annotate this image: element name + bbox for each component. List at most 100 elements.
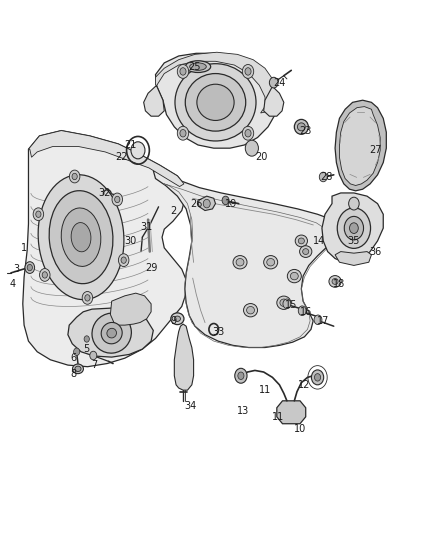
Circle shape <box>180 68 186 75</box>
Ellipse shape <box>175 63 256 141</box>
Ellipse shape <box>297 123 305 131</box>
Text: 24: 24 <box>273 78 286 87</box>
Ellipse shape <box>332 278 338 285</box>
Ellipse shape <box>49 191 113 284</box>
Text: 3: 3 <box>14 264 20 274</box>
Polygon shape <box>153 171 339 348</box>
Text: 31: 31 <box>141 222 153 231</box>
Text: 35: 35 <box>348 236 360 246</box>
Ellipse shape <box>171 313 184 325</box>
Text: 20: 20 <box>256 152 268 162</box>
Text: 10: 10 <box>294 424 306 434</box>
Circle shape <box>245 130 251 137</box>
Ellipse shape <box>277 296 291 309</box>
Circle shape <box>344 216 364 240</box>
Circle shape <box>314 315 322 325</box>
Circle shape <box>72 173 77 180</box>
Circle shape <box>245 68 251 75</box>
Polygon shape <box>155 52 275 113</box>
Polygon shape <box>144 86 164 116</box>
Text: 26: 26 <box>190 199 202 208</box>
Ellipse shape <box>295 235 307 247</box>
Text: 7: 7 <box>91 360 97 370</box>
Polygon shape <box>339 107 380 185</box>
Circle shape <box>177 64 189 78</box>
Circle shape <box>39 269 50 281</box>
Text: 2: 2 <box>170 206 176 215</box>
Polygon shape <box>198 196 215 211</box>
Text: 9: 9 <box>170 316 176 326</box>
Ellipse shape <box>38 175 124 300</box>
Circle shape <box>180 130 186 137</box>
Text: 27: 27 <box>370 146 382 155</box>
Text: 8: 8 <box>71 369 77 379</box>
Circle shape <box>222 196 229 205</box>
Ellipse shape <box>290 272 298 280</box>
Text: 14: 14 <box>313 236 325 246</box>
Circle shape <box>177 126 189 140</box>
Circle shape <box>283 299 291 309</box>
Circle shape <box>118 254 129 266</box>
Ellipse shape <box>287 269 301 282</box>
Circle shape <box>84 336 89 342</box>
Text: 30: 30 <box>124 236 137 246</box>
Circle shape <box>74 348 80 356</box>
Ellipse shape <box>61 208 101 266</box>
Text: 17: 17 <box>317 316 329 326</box>
Ellipse shape <box>185 74 246 131</box>
Ellipse shape <box>267 259 275 266</box>
Text: 29: 29 <box>145 263 157 272</box>
Ellipse shape <box>294 119 308 134</box>
Text: 33: 33 <box>212 327 224 336</box>
Ellipse shape <box>236 259 244 266</box>
Ellipse shape <box>300 246 312 257</box>
Text: 18: 18 <box>333 279 346 288</box>
Polygon shape <box>68 308 153 357</box>
Circle shape <box>350 223 358 233</box>
Circle shape <box>112 193 123 206</box>
Text: 22: 22 <box>116 152 128 162</box>
Circle shape <box>337 208 371 248</box>
Circle shape <box>115 196 120 203</box>
Polygon shape <box>335 252 371 265</box>
Circle shape <box>121 257 126 263</box>
Text: 11: 11 <box>259 385 271 395</box>
Ellipse shape <box>131 142 145 159</box>
Circle shape <box>311 370 324 385</box>
Ellipse shape <box>185 61 211 72</box>
Ellipse shape <box>197 84 234 120</box>
Circle shape <box>245 140 258 156</box>
Circle shape <box>36 211 41 217</box>
Text: 34: 34 <box>184 401 197 411</box>
Circle shape <box>33 208 44 221</box>
Ellipse shape <box>92 313 131 353</box>
Ellipse shape <box>107 328 117 338</box>
Ellipse shape <box>303 248 309 254</box>
Circle shape <box>349 197 359 210</box>
Text: 19: 19 <box>225 199 237 208</box>
Ellipse shape <box>233 255 247 269</box>
Polygon shape <box>277 401 306 424</box>
Text: 5: 5 <box>84 344 90 354</box>
Ellipse shape <box>329 276 341 287</box>
Text: 21: 21 <box>124 140 137 150</box>
Text: 28: 28 <box>320 172 332 182</box>
Ellipse shape <box>264 255 278 269</box>
Text: 32: 32 <box>98 188 110 198</box>
Circle shape <box>298 306 306 316</box>
Ellipse shape <box>298 238 304 244</box>
Ellipse shape <box>71 223 91 252</box>
Polygon shape <box>28 131 184 187</box>
Ellipse shape <box>73 364 83 374</box>
Circle shape <box>82 292 93 304</box>
Circle shape <box>242 64 254 78</box>
Ellipse shape <box>247 306 254 314</box>
Circle shape <box>314 374 321 381</box>
Circle shape <box>242 126 254 140</box>
Ellipse shape <box>190 63 206 70</box>
Ellipse shape <box>101 322 122 344</box>
Circle shape <box>269 77 278 88</box>
Text: 23: 23 <box>300 126 312 135</box>
Polygon shape <box>110 293 151 325</box>
Text: 13: 13 <box>237 407 249 416</box>
